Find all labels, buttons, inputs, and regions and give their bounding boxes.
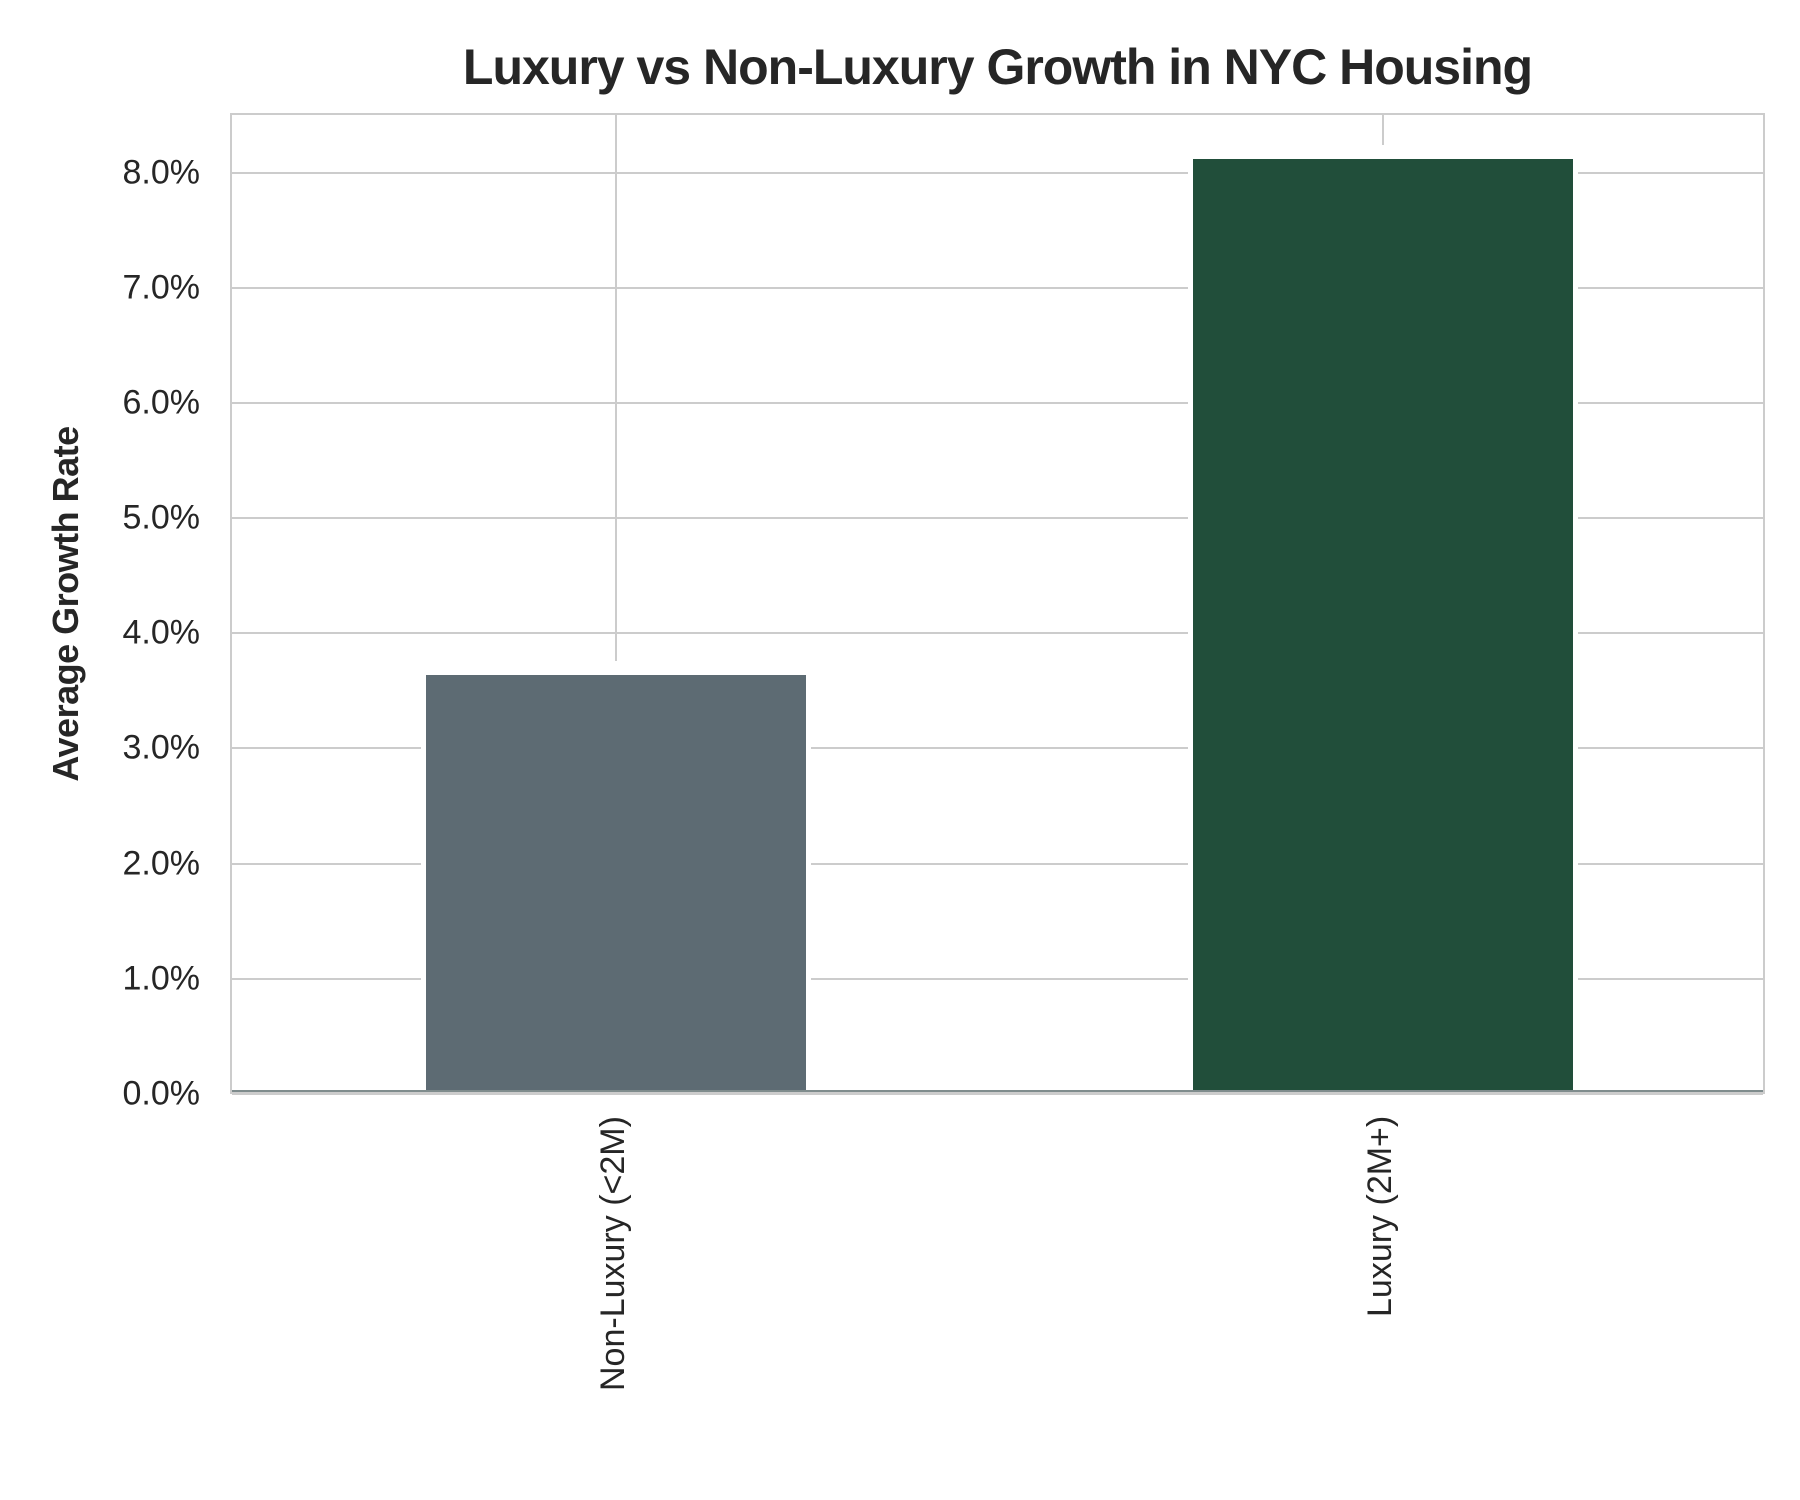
y-gridline [232,862,1763,865]
y-tick-label: 4.0% [122,613,201,652]
y-gridline [232,632,1763,635]
y-tick-label: 1.0% [122,959,201,998]
y-tick-label: 6.0% [122,383,201,422]
y-tick-label: 7.0% [122,268,201,307]
bar-non-luxury[interactable] [425,675,806,1092]
y-gridline [232,171,1763,174]
x-tick-label: Non-Luxury (<2M) [593,1116,632,1391]
x-gridline [614,115,617,1092]
y-gridline [232,401,1763,404]
y-gridline [232,747,1763,750]
y-tick-label: 2.0% [122,844,201,883]
y-gridline [232,977,1763,980]
y-tick-label: 5.0% [122,498,201,537]
plot-area [230,113,1765,1095]
chart-title: Luxury vs Non-Luxury Growth in NYC Housi… [462,39,1533,95]
bar-luxury[interactable] [1193,159,1574,1092]
y-gridline [232,517,1763,520]
y-gridline [232,1093,1763,1095]
x-axis-baseline [232,1090,1763,1092]
y-tick-label: 8.0% [122,153,201,192]
y-gridline [232,286,1763,289]
y-tick-label: 3.0% [122,728,201,767]
x-tick-label: Luxury (2M+) [1361,1115,1400,1317]
y-tick-label: 0.0% [122,1074,201,1113]
